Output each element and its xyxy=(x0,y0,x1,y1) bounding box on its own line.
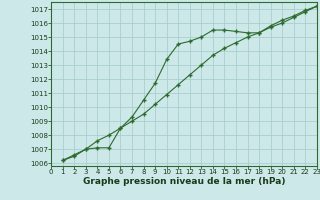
X-axis label: Graphe pression niveau de la mer (hPa): Graphe pression niveau de la mer (hPa) xyxy=(83,177,285,186)
